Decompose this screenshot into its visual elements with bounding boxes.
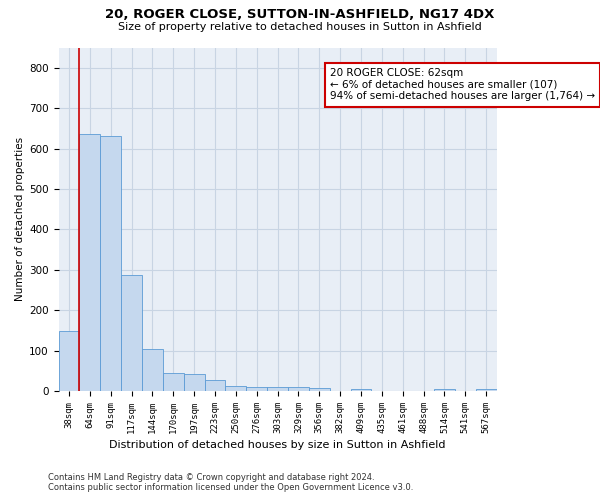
Bar [309,388,329,391]
Text: Size of property relative to detached houses in Sutton in Ashfield: Size of property relative to detached ho… [118,22,482,32]
Bar [121,274,142,391]
Bar [100,136,121,391]
Bar [350,389,371,391]
Bar [184,374,205,391]
Text: Contains HM Land Registry data © Crown copyright and database right 2024.
Contai: Contains HM Land Registry data © Crown c… [48,473,413,492]
Bar [163,374,184,391]
Bar [59,332,79,391]
Bar [226,386,246,391]
Bar [267,387,288,391]
Bar [476,389,497,391]
Text: 20 ROGER CLOSE: 62sqm
← 6% of detached houses are smaller (107)
94% of semi-deta: 20 ROGER CLOSE: 62sqm ← 6% of detached h… [330,68,595,102]
X-axis label: Distribution of detached houses by size in Sutton in Ashfield: Distribution of detached houses by size … [109,440,446,450]
Bar [142,350,163,391]
Bar [288,387,309,391]
Bar [246,386,267,391]
Bar [79,134,100,391]
Text: 20, ROGER CLOSE, SUTTON-IN-ASHFIELD, NG17 4DX: 20, ROGER CLOSE, SUTTON-IN-ASHFIELD, NG1… [106,8,494,20]
Bar [205,380,226,391]
Bar [434,389,455,391]
Y-axis label: Number of detached properties: Number of detached properties [15,137,25,302]
